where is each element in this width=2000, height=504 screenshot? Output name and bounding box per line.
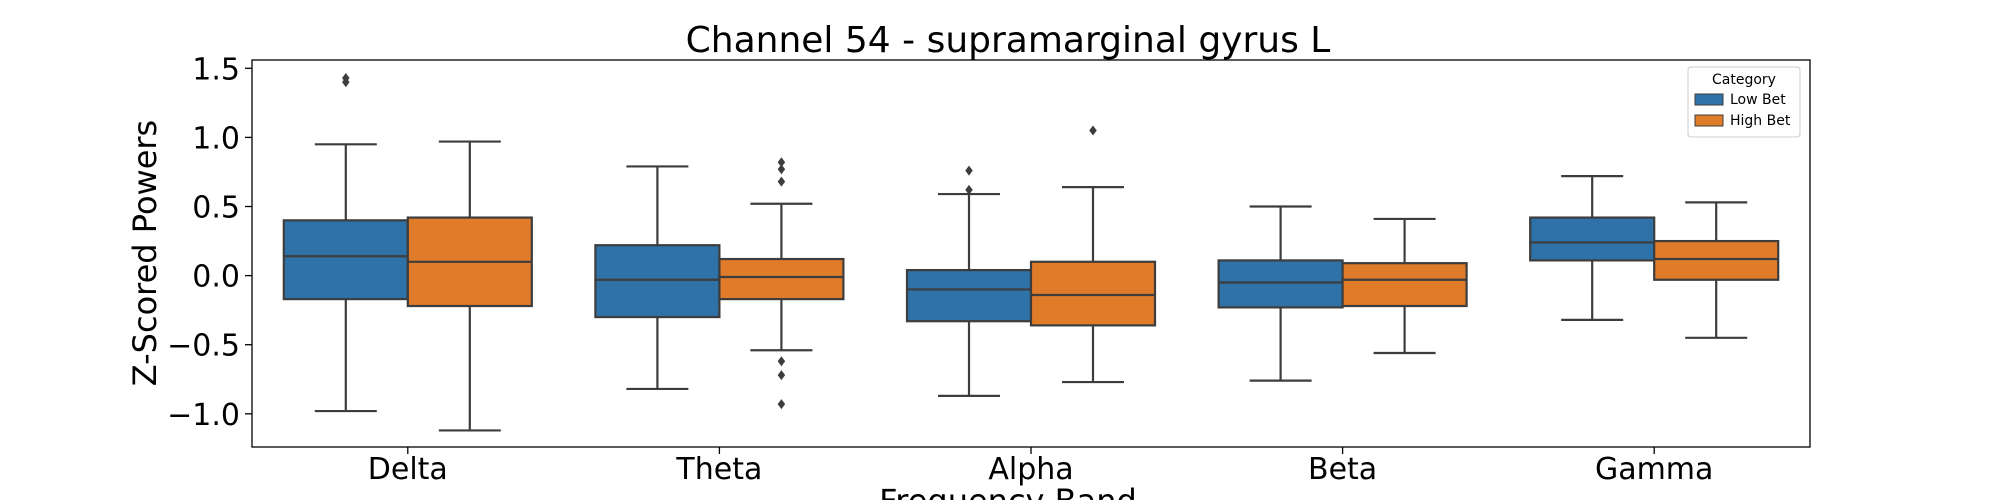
- x-tick-label: Delta: [368, 452, 448, 487]
- y-tick-label: −1.0: [167, 398, 240, 433]
- outlier-point: [1089, 125, 1097, 136]
- box-iqr: [905, 268, 1033, 323]
- outlier-point: [777, 176, 786, 187]
- x-tick-label: Theta: [675, 452, 762, 487]
- box-iqr: [594, 244, 721, 319]
- legend-swatch: [1694, 93, 1724, 106]
- box-iqr: [718, 257, 845, 301]
- box-iqr: [1217, 259, 1344, 309]
- y-axis-label: Z-Scored Powers: [126, 120, 164, 386]
- legend-title: Category: [1712, 72, 1776, 88]
- box-iqr: [1529, 216, 1656, 262]
- legend: Category Low Bet High Bet: [1687, 66, 1801, 138]
- box-iqr: [1029, 260, 1157, 327]
- outlier-point: [777, 399, 786, 410]
- outlier-point: [965, 165, 973, 176]
- y-tick-label: 0.0: [192, 260, 240, 295]
- x-tick-label: Gamma: [1595, 452, 1713, 487]
- outlier-point: [777, 164, 786, 175]
- legend-swatch: [1694, 114, 1724, 127]
- legend-entry-label: High Bet: [1730, 113, 1791, 129]
- outlier-point: [965, 184, 973, 195]
- y-tick-label: −0.5: [167, 329, 240, 364]
- outlier-point: [777, 157, 786, 168]
- plot-area: −1.0 −0.5 0.0 0.5 1.0 1.5 Delta Theta Alpha Beta G…: [167, 52, 1811, 487]
- x-tick-label: Beta: [1308, 452, 1377, 487]
- x-axis-label: Frequency Band: [879, 482, 1137, 500]
- y-tick-label: 0.5: [192, 191, 240, 226]
- box-iqr: [1653, 239, 1780, 281]
- box-iqr: [282, 219, 409, 301]
- outlier-point: [777, 370, 786, 381]
- x-tick-label: Alpha: [988, 452, 1073, 487]
- box-iqr: [1341, 262, 1468, 308]
- chart-title: Channel 54 - supramarginal gyrus L: [686, 20, 1331, 61]
- outlier-point: [777, 356, 786, 367]
- outlier-point: [342, 77, 350, 88]
- y-tick-label: 1.0: [192, 121, 240, 156]
- legend-entry-label: Low Bet: [1730, 92, 1786, 108]
- y-tick-label: 1.5: [192, 52, 240, 87]
